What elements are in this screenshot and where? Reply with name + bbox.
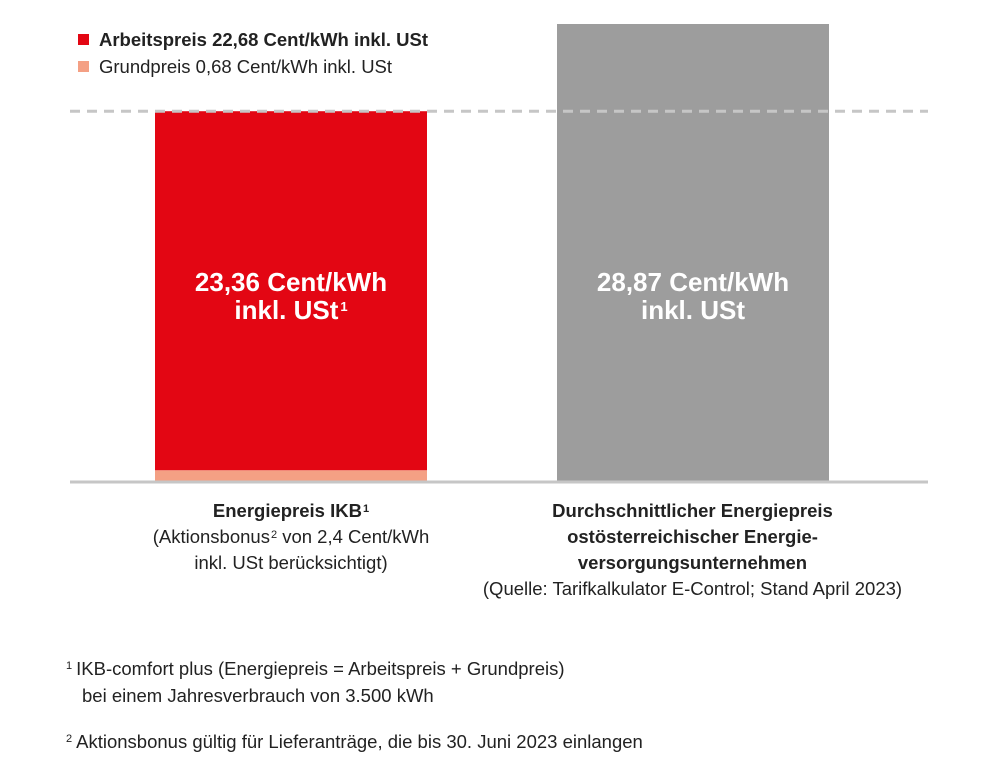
footnote-2-number: 2 [66, 733, 73, 745]
bar-label-ikb: 23,36 Cent/kWh inkl. USt 1 [155, 268, 427, 324]
category-average-line1: Durchschnittlicher Energiepreis [552, 500, 833, 521]
category-average-line2: ostösterreichischer Energie- [567, 526, 818, 547]
footnote-2-line1: Aktionsbonus gültig für Lieferanträge, d… [76, 731, 643, 752]
bar-segment-ikb-arbeitspreis [155, 111, 427, 471]
bar-label-ikb-value: 23,36 Cent/kWh [194, 267, 388, 297]
legend-label-grundpreis: Grundpreis 0,68 Cent/kWh inkl. USt [99, 55, 393, 77]
legend-swatch-arbeitspreis [78, 34, 89, 45]
category-ikb-note-b: von 2,4 Cent/kWh [277, 526, 430, 547]
bar-label-average-unit: inkl. USt [640, 295, 745, 325]
category-ikb-note-a: (Aktionsbonus [152, 526, 270, 547]
footnote-2: 2 Aktionsbonus gültig für Lieferanträge, … [66, 728, 643, 755]
footnote-1: 1 IKB-comfort plus (Energiepreis = Arbeit… [66, 655, 565, 709]
category-average-source: (Quelle: Tarifkalkulator E-Control; Stan… [482, 578, 903, 599]
footnote-1-line1: IKB-comfort plus (Energiepreis = Arbeits… [76, 658, 565, 679]
category-label-average: Durchschnittlicher Energiepreis ostöster… [440, 498, 945, 602]
category-ikb-note-line3: inkl. USt berücksichtigt) [194, 552, 388, 573]
bar-label-ikb-footnote-ref: 1 [340, 299, 348, 314]
legend-item-grundpreis: Grundpreis 0,68 Cent/kWh inkl. USt [78, 53, 428, 80]
bar-label-average-value: 28,87 Cent/kWh [596, 267, 790, 297]
legend-swatch-grundpreis [78, 61, 89, 72]
category-average-line3: versorgungsunternehmen [577, 552, 808, 573]
footnote-1-line2: bei einem Jahresverbrauch von 3.500 kWh [82, 685, 434, 706]
legend: Arbeitspreis 22,68 Cent/kWh inkl. USt Gr… [78, 26, 428, 80]
legend-label-arbeitspreis: Arbeitspreis 22,68 Cent/kWh inkl. USt [99, 28, 428, 50]
category-ikb-note-ref: 2 [270, 529, 278, 541]
category-ikb-footnote-ref: 1 [362, 503, 370, 515]
bar-label-ikb-unit: inkl. USt [234, 295, 339, 325]
category-label-ikb: Energiepreis IKB1 (Aktionsbonus2 von 2,4… [100, 498, 482, 576]
bar-label-average: 28,87 Cent/kWh inkl. USt [557, 268, 829, 324]
legend-item-arbeitspreis: Arbeitspreis 22,68 Cent/kWh inkl. USt [78, 26, 428, 53]
category-ikb-title: Energiepreis IKB [212, 500, 362, 521]
bar-segment-ikb-grundpreis [155, 470, 427, 481]
footnote-1-number: 1 [66, 660, 73, 672]
bar-segment-average-average [557, 24, 829, 481]
